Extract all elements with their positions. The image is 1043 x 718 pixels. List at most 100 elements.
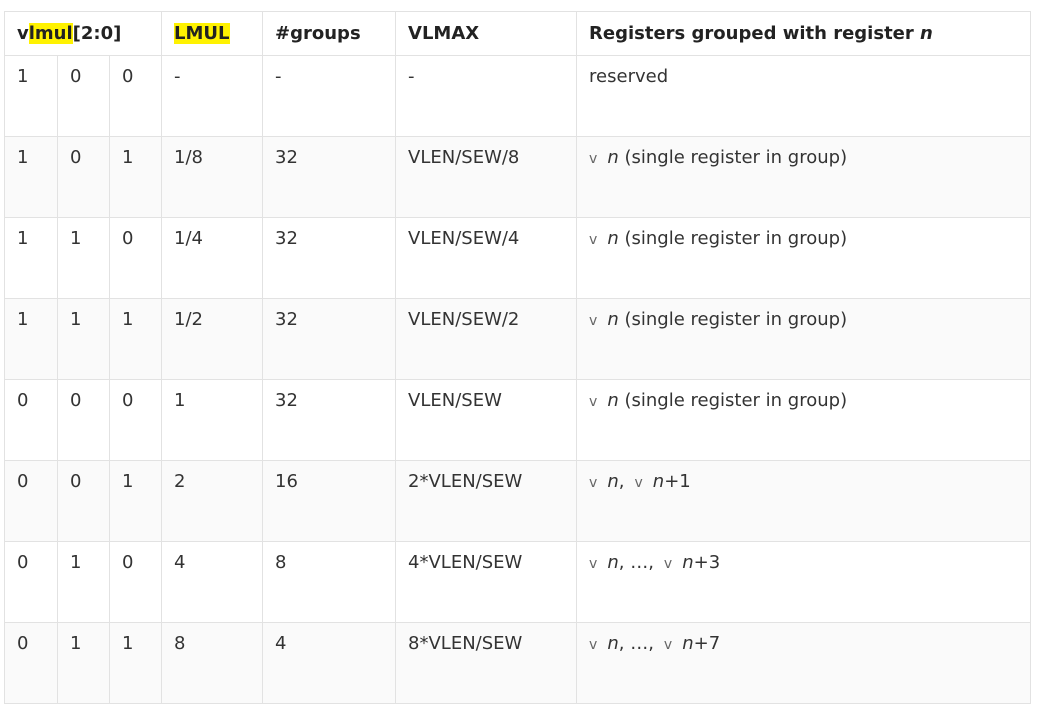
vlmax-cell: 4*VLEN/SEW	[395, 541, 578, 623]
register-separator: ,	[618, 471, 625, 492]
table-row: 0 0 1 2 16 2*VLEN/SEW v n, v n+1	[4, 460, 1032, 542]
vlmax-cell: VLEN/SEW	[395, 379, 578, 461]
register-v-symbol: v	[589, 556, 598, 572]
vlmul-bit-0: 1	[108, 136, 163, 218]
vlmax-cell: VLEN/SEW/4	[395, 217, 578, 299]
header-vlmul: vlmul[2:0]	[3, 11, 163, 56]
vlmul-encoding-table: vlmul[2:0] LMUL #groups VLMAX Registers …	[3, 11, 1032, 704]
register-v-symbol: v	[634, 475, 643, 491]
lmul-cell: -	[161, 55, 264, 137]
register-var: n	[607, 309, 619, 330]
register-desc: (single register in group)	[624, 390, 848, 411]
register-v-symbol: v	[589, 232, 598, 248]
register-var: n	[607, 390, 619, 411]
registers-cell: v n, v n+1	[576, 460, 1032, 542]
table-row: 0 1 1 8 4 8*VLEN/SEW v n, …, v n+7	[4, 622, 1032, 704]
register-var: n	[607, 633, 619, 654]
groups-cell: 32	[262, 298, 397, 380]
groups-cell: 32	[262, 217, 397, 299]
vlmax-cell: VLEN/SEW/2	[395, 298, 578, 380]
vlmul-bit-1: 1	[57, 541, 110, 623]
lmul-cell: 8	[161, 622, 264, 704]
vlmul-bit-0: 0	[108, 541, 163, 623]
lmul-cell: 4	[161, 541, 264, 623]
register-offset: +1	[664, 471, 691, 492]
vlmul-bit-1: 1	[57, 217, 110, 299]
lmul-cell: 1/8	[161, 136, 264, 218]
register-desc: (single register in group)	[624, 147, 848, 168]
vlmul-bit-2: 1	[4, 298, 58, 380]
register-v-symbol: v	[589, 475, 598, 491]
table-row: 0 0 0 1 32 VLEN/SEW v n (single register in gro…	[4, 379, 1032, 461]
vlmul-bit-0: 0	[108, 55, 163, 137]
groups-cell: 8	[262, 541, 397, 623]
table-row: 0 1 0 4 8 4*VLEN/SEW v n, …, v n+3	[4, 541, 1032, 623]
register-var: n	[607, 552, 619, 573]
registers-cell: reserved	[576, 55, 1032, 137]
register-var: n	[652, 471, 665, 492]
register-var: n	[682, 633, 694, 654]
vlmul-bit-2: 1	[4, 55, 58, 137]
table-row: 1 0 0- - - reserved	[4, 55, 1032, 137]
vlmul-bit-0: 0	[108, 379, 163, 461]
vlmul-bit-0: 1	[108, 622, 163, 704]
registers-cell: v n, …, v n+3	[576, 541, 1032, 623]
groups-cell: 4	[262, 622, 397, 704]
lmul-cell: 2	[161, 460, 264, 542]
vlmax-cell: -	[395, 55, 578, 137]
header-lmul: LMUL	[161, 11, 264, 56]
vlmul-bit-1: 0	[57, 136, 110, 218]
registers-cell: v n, …, v n+7	[576, 622, 1032, 704]
lmul-cell: 1/4	[161, 217, 264, 299]
table-row: 1 1 0 1/4 32 VLEN/SEW/4 v n (single register in…	[4, 217, 1032, 299]
header-registers: Registers grouped with register n	[576, 11, 1032, 56]
vlmul-bit-2: 0	[4, 379, 58, 461]
register-v-symbol: v	[589, 637, 598, 653]
register-var: n	[607, 228, 619, 249]
header-groups: #groups	[262, 11, 397, 56]
groups-cell: 16	[262, 460, 397, 542]
register-v-symbol: v	[663, 556, 673, 572]
register-v-symbol: v	[589, 394, 598, 410]
lmul-cell: 1	[161, 379, 264, 461]
header-vlmax: VLMAX	[395, 11, 578, 56]
vlmul-bit-1: 0	[57, 460, 110, 542]
vlmul-bit-1: 1	[57, 298, 110, 380]
table-row: 1 0 1 1/8 32 VLEN/SEW/8 v n (single register in…	[4, 136, 1032, 218]
register-separator: , …,	[618, 633, 654, 654]
vlmul-bit-2: 0	[4, 460, 58, 542]
register-v-symbol: v	[589, 151, 598, 167]
register-v-symbol: v	[663, 637, 673, 653]
reserved-label: reserved	[589, 66, 669, 87]
vlmul-bit-2: 0	[4, 622, 58, 704]
vlmul-bit-0: 1	[108, 460, 163, 542]
register-offset: +3	[693, 552, 721, 573]
table-row: 1 1 1 1/2 32 VLEN/SEW/2 v n (single register in…	[4, 298, 1032, 380]
register-v-symbol: v	[589, 313, 598, 329]
register-offset: +7	[693, 633, 721, 654]
vlmul-bit-1: 0	[57, 55, 110, 137]
register-desc: (single register in group)	[624, 228, 848, 249]
lmul-cell: 1/2	[161, 298, 264, 380]
register-separator: , …,	[618, 552, 654, 573]
register-desc: (single register in group)	[624, 309, 848, 330]
table-header-row: vlmul[2:0] LMUL #groups VLMAX Registers …	[3, 11, 1032, 56]
groups-cell: 32	[262, 379, 397, 461]
groups-cell: -	[262, 55, 397, 137]
vlmul-bit-2: 0	[4, 541, 58, 623]
vlmax-cell: VLEN/SEW/8	[395, 136, 578, 218]
register-var: n	[682, 552, 694, 573]
register-var: n	[607, 147, 619, 168]
vlmul-bit-1: 0	[57, 379, 110, 461]
vlmax-cell: 8*VLEN/SEW	[395, 622, 578, 704]
vlmul-bit-1: 1	[57, 622, 110, 704]
vlmul-table-container: vlmul[2:0] LMUL #groups VLMAX Registers …	[3, 11, 1032, 704]
vlmul-bit-0: 0	[108, 217, 163, 299]
vlmul-bit-0: 1	[108, 298, 163, 380]
register-var: n	[607, 471, 619, 492]
vlmax-cell: 2*VLEN/SEW	[395, 460, 578, 542]
